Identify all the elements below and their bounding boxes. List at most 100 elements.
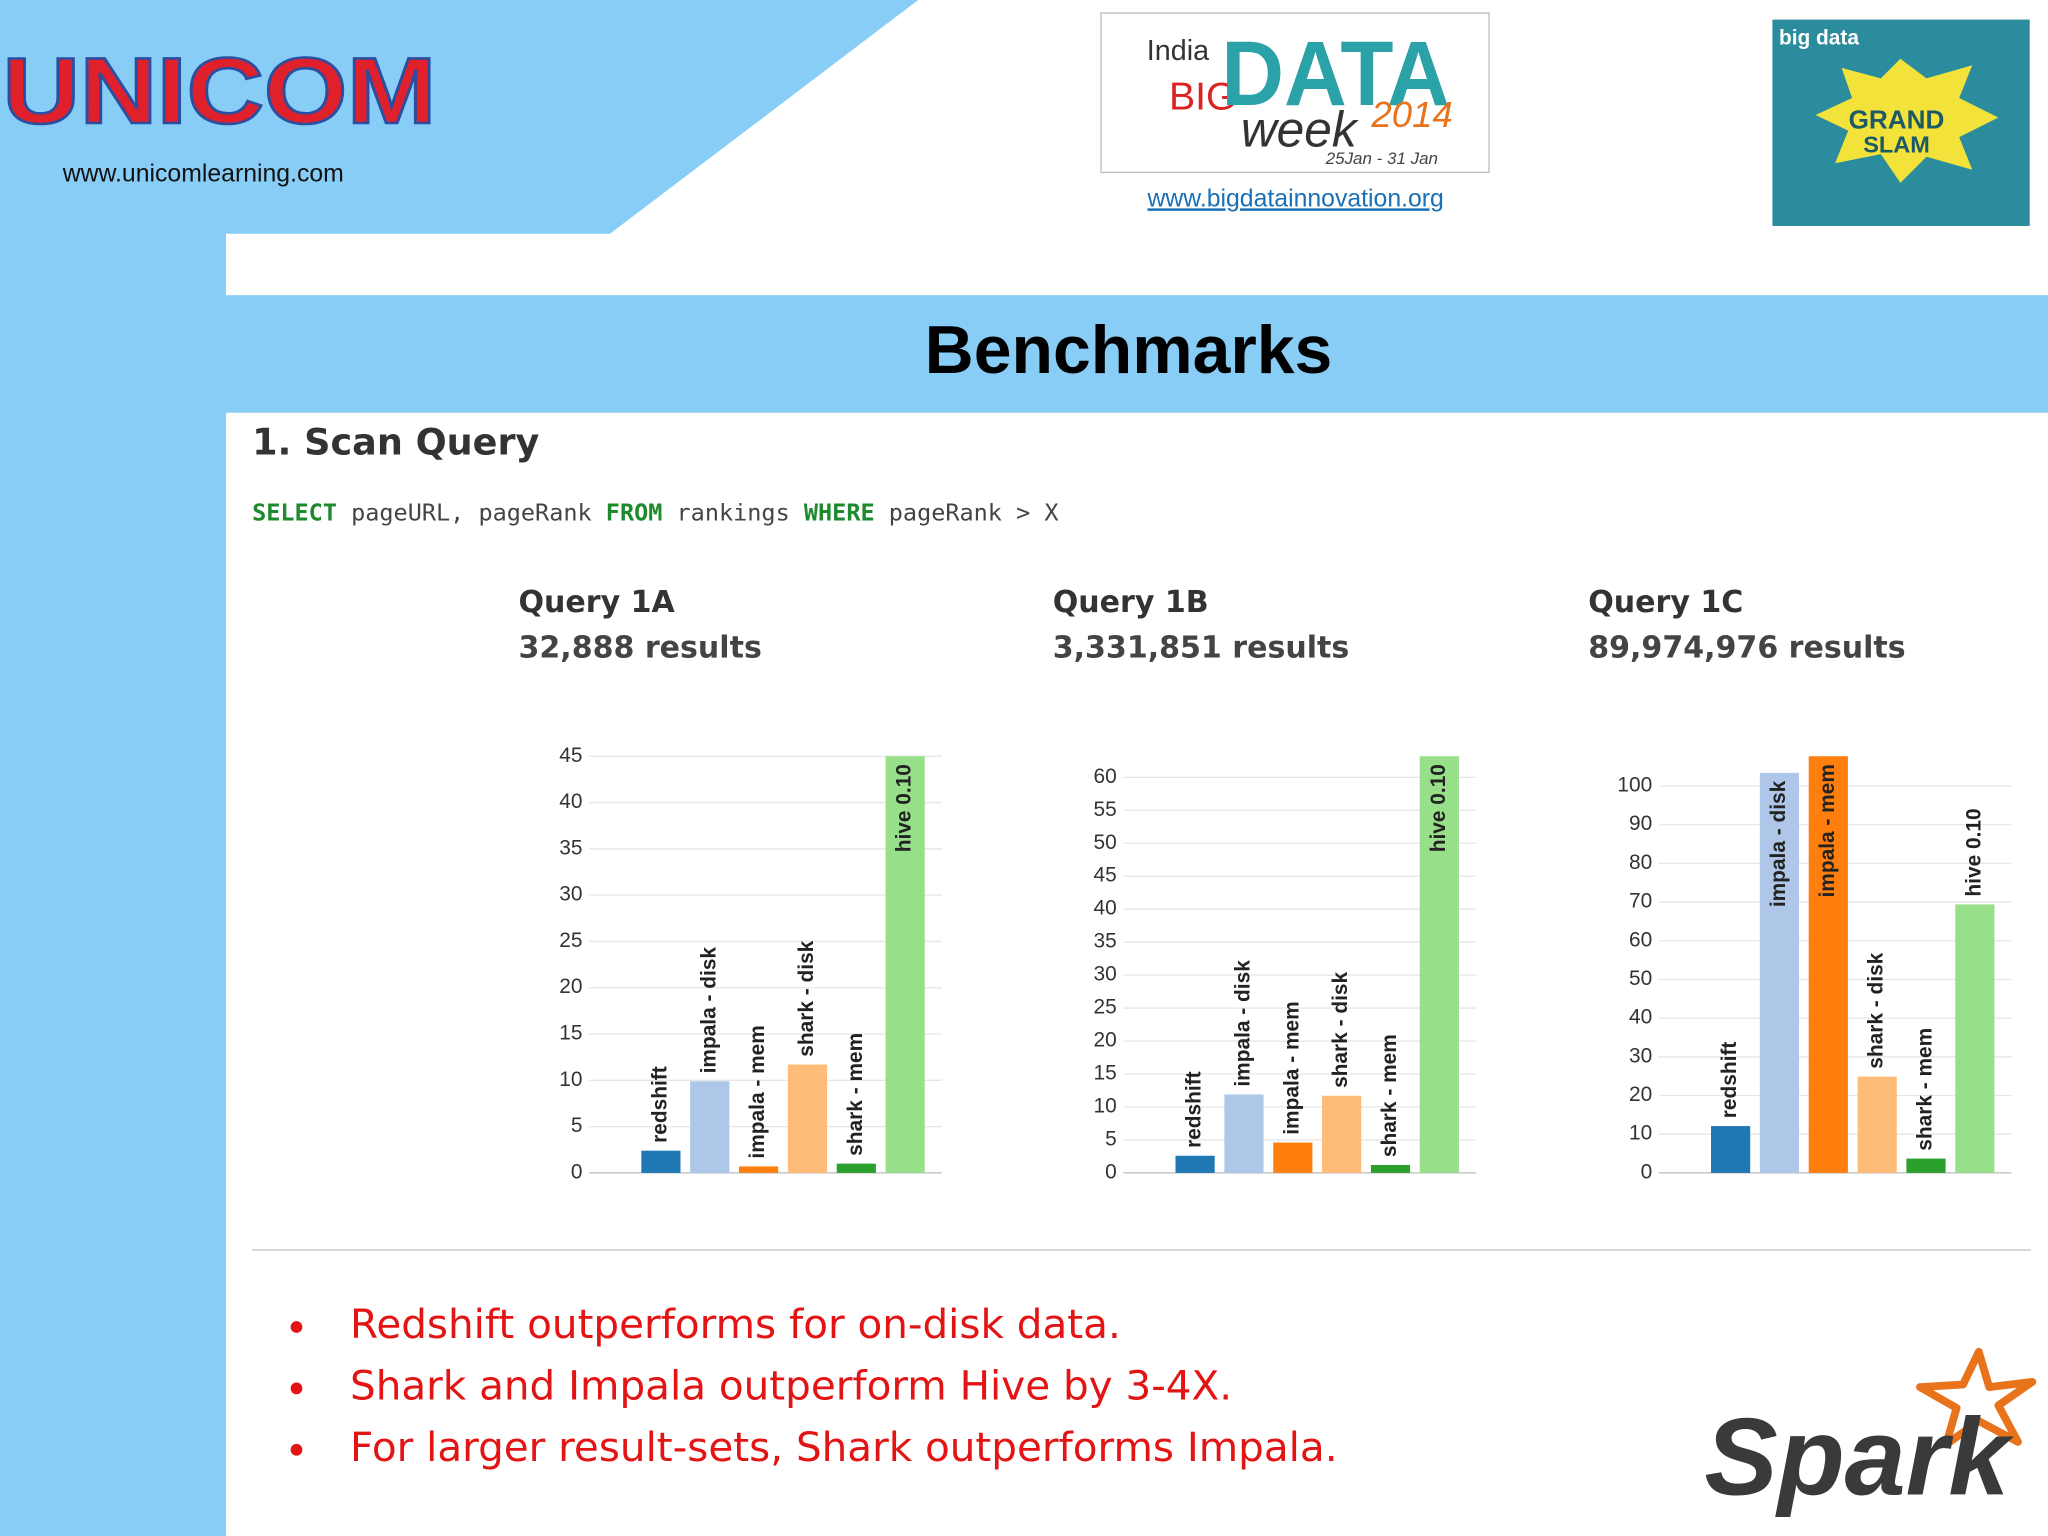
y-tick-label: 45 — [559, 744, 582, 767]
y-tick-label: 35 — [1094, 930, 1117, 953]
bar-label: redshift — [648, 1066, 671, 1143]
y-tick-label: 50 — [1094, 831, 1117, 854]
event-logo-text: DATA — [1221, 23, 1450, 125]
website: www.unicomlearning.com — [62, 161, 344, 188]
chart-subtitle: 89,974,976 results — [1588, 631, 1905, 666]
bar — [1370, 1164, 1411, 1173]
y-tick-label: 25 — [1094, 996, 1117, 1019]
event-logo-box — [1100, 12, 1490, 174]
y-tick-label: 100 — [1617, 774, 1652, 797]
bullet-list: Redshift outperforms for on-disk data. Sh… — [290, 1300, 1338, 1471]
code-keyword: WHERE — [804, 498, 875, 526]
bar-label: impala - mem — [1816, 764, 1839, 897]
y-tick-label: 35 — [559, 836, 582, 859]
y-tick-label: 55 — [1094, 798, 1117, 821]
code-keyword: FROM — [606, 498, 663, 526]
bar — [1955, 904, 1995, 1173]
bar — [1808, 756, 1848, 1173]
y-tick-label: 20 — [1094, 1029, 1117, 1052]
event-logo-text: 25Jan - 31 Jan — [1325, 149, 1438, 168]
bar — [1175, 1155, 1215, 1173]
y-tick-label: 50 — [1629, 967, 1652, 990]
bullet-text: For larger result-sets, Shark outperform… — [350, 1423, 1338, 1471]
slide-title: Benchmarks — [925, 313, 1333, 388]
y-tick-label: 90 — [1629, 812, 1652, 835]
y-tick-label: 0 — [1105, 1160, 1117, 1183]
bar-label: hive 0.10 — [1962, 808, 1985, 896]
blue-frame — [0, 0, 919, 1536]
spark-logo: Spark — [1704, 1396, 2014, 1518]
bar-label: redshift — [1718, 1042, 1741, 1119]
bar — [1906, 1158, 1946, 1173]
bar-label: impala - disk — [697, 947, 720, 1074]
bar-label: impala - disk — [1231, 960, 1254, 1087]
bar — [739, 1166, 779, 1173]
event-link[interactable]: www.bigdatainnovation.org — [1146, 185, 1443, 212]
code-keyword: SELECT — [252, 498, 337, 526]
y-tick-label: 10 — [1094, 1094, 1117, 1117]
bullet-dot — [290, 1321, 303, 1333]
chart-title: Query 1B — [1053, 585, 1209, 620]
bar-label: impala - mem — [1280, 1001, 1303, 1134]
y-tick-label: 0 — [1641, 1160, 1653, 1183]
y-tick-label: 20 — [559, 975, 582, 998]
bar-label: shark - disk — [1329, 972, 1352, 1088]
y-tick-label: 80 — [1629, 851, 1652, 874]
y-tick-label: 5 — [571, 1114, 583, 1137]
bar-label: shark - mem — [1378, 1034, 1401, 1157]
event-logo-text: BIG — [1169, 76, 1236, 119]
y-tick-label: 40 — [1629, 1006, 1652, 1029]
chart-title: Query 1C — [1588, 585, 1743, 620]
badge-text: SLAM — [1863, 131, 1930, 157]
code-text: rankings — [662, 498, 803, 526]
bar-label: impala - mem — [746, 1025, 769, 1158]
event-logo-text: 2014 — [1370, 94, 1452, 135]
badge-text: GRAND — [1849, 104, 1945, 134]
y-tick-label: 10 — [1629, 1122, 1652, 1145]
code-text: pageRank > X — [875, 498, 1059, 526]
y-tick-label: 5 — [1105, 1127, 1117, 1150]
y-tick-label: 30 — [1094, 963, 1117, 986]
y-tick-label: 40 — [559, 790, 582, 813]
bullet-text: Shark and Impala outperform Hive by 3-4X… — [350, 1361, 1232, 1409]
badge-text: big data — [1779, 27, 1859, 50]
y-tick-label: 70 — [1629, 890, 1652, 913]
code-text: pageURL, pageRank — [337, 498, 606, 526]
y-tick-label: 60 — [1094, 765, 1117, 788]
y-tick-label: 0 — [571, 1160, 583, 1183]
y-tick-label: 30 — [559, 883, 582, 906]
y-tick-label: 30 — [1629, 1044, 1652, 1067]
bar-label: hive 0.10 — [1427, 764, 1450, 852]
chart-subtitle: 32,888 results — [519, 631, 762, 666]
bar — [1711, 1126, 1751, 1173]
bullet-text: Redshift outperforms for on-disk data. — [350, 1300, 1121, 1348]
bar — [1419, 756, 1459, 1173]
event-logo-text: India — [1147, 35, 1209, 67]
y-tick-label: 10 — [559, 1068, 582, 1091]
event-logo-text: week — [1241, 101, 1359, 157]
y-tick-label: 15 — [559, 1022, 582, 1045]
bullet-dot — [290, 1382, 303, 1395]
bar-label: impala - disk — [1767, 780, 1790, 907]
bar — [787, 1064, 828, 1173]
bar-label: hive 0.10 — [893, 764, 916, 852]
chart-subtitle: 3,331,851 results — [1053, 631, 1350, 666]
bar-label: shark - mem — [1914, 1028, 1937, 1151]
bar-label: shark - disk — [795, 940, 818, 1056]
section-title: 1. Scan Query — [252, 421, 539, 464]
bullet-dot — [290, 1443, 303, 1456]
bar-label: shark - disk — [1865, 952, 1888, 1068]
bar — [1273, 1142, 1313, 1173]
title-band — [225, 295, 2048, 413]
bar — [1857, 1076, 1897, 1173]
bar-label: shark - mem — [844, 1033, 867, 1156]
query-code: SELECT pageURL, pageRank FROM rankings W… — [252, 498, 1058, 526]
bar — [1224, 1094, 1264, 1173]
bar — [690, 1081, 730, 1173]
bar-label: redshift — [1183, 1071, 1206, 1148]
y-tick-label: 20 — [1629, 1083, 1652, 1106]
bar — [836, 1163, 876, 1173]
bar — [1322, 1095, 1362, 1173]
